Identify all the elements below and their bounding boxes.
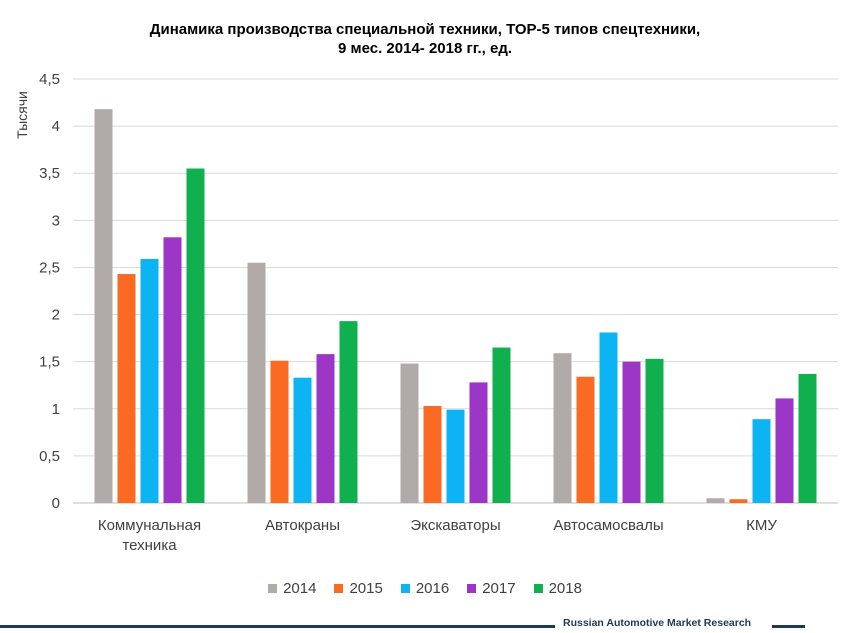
y-tick-label: 0,5 [39,448,60,465]
legend-item-2014: 2014 [268,580,316,597]
y-tick-label: 2,5 [39,259,60,276]
y-tick-label: 2 [52,307,60,324]
bar-2014 [94,109,113,503]
y-tick-label: 1 [52,401,60,418]
bar-2016 [446,409,465,503]
bar-2017 [316,354,335,503]
legend-item-2018: 2018 [533,580,582,597]
bar-2015 [117,274,136,503]
legend-label: 2016 [415,580,450,597]
bar-2018 [645,358,664,503]
footer-rule-left [0,625,555,628]
bar-2014 [553,353,572,503]
legend-label: 2015 [349,580,383,597]
bar-2014 [400,363,419,503]
bar-2014 [706,498,725,503]
legend-swatch [334,584,344,593]
source-label: Russian Automotive Market Research [563,617,752,629]
bar-2015 [270,360,289,503]
x-category-label: Экскаваторы [410,517,500,534]
chart-title: Динамика производства специальной техник… [0,20,850,58]
bar-2016 [752,419,771,503]
x-category-label: Автосамосвалы [553,517,663,534]
chart-title-line-1: Динамика производства специальной техник… [149,21,701,38]
bar-2016 [599,332,618,503]
legend-item-2017: 2017 [467,580,516,597]
bar-2018 [798,373,817,503]
chart-legend: 2014 2015 2016 2017 2018 [0,580,850,597]
y-tick-label: 3 [52,212,60,229]
legend-swatch [533,584,543,593]
bar-2018 [339,321,358,503]
bar-2017 [163,237,182,503]
legend-label: 2018 [548,580,582,597]
bar-2016 [140,258,159,503]
bar-2015 [576,376,595,503]
bar-2018 [186,168,205,503]
bar-2018 [492,347,511,503]
x-category-label: КМУ [746,517,777,534]
chart-title-line-2: 9 мес. 2014- 2018 гг., ед. [337,40,513,57]
legend-item-2015: 2015 [334,580,383,597]
legend-swatch [400,584,410,593]
legend-label: 2017 [482,580,516,597]
y-tick-label: 1,5 [39,354,60,371]
y-axis-label: Тысячи [14,91,30,139]
legend-label: 2014 [283,580,317,597]
y-tick-label: 4 [52,118,60,135]
bar-2014 [247,262,266,503]
x-category-label: Коммунальная [98,517,201,534]
bar-2016 [293,377,312,503]
y-tick-label: 3,5 [39,165,60,182]
bar-2017 [469,382,488,503]
bar-2015 [423,405,442,503]
x-category-label: техника [122,537,177,554]
legend-swatch [268,584,278,593]
legend-item-2016: 2016 [400,580,450,597]
y-tick-label: 4,5 [39,71,60,88]
legend-swatch [467,584,477,593]
y-tick-label: 0 [52,495,60,512]
bar-2015 [729,499,748,503]
footer-rule-right [772,625,805,628]
bar-2017 [622,361,641,503]
bar-2017 [775,398,794,503]
x-category-label: Автокраны [265,517,340,534]
